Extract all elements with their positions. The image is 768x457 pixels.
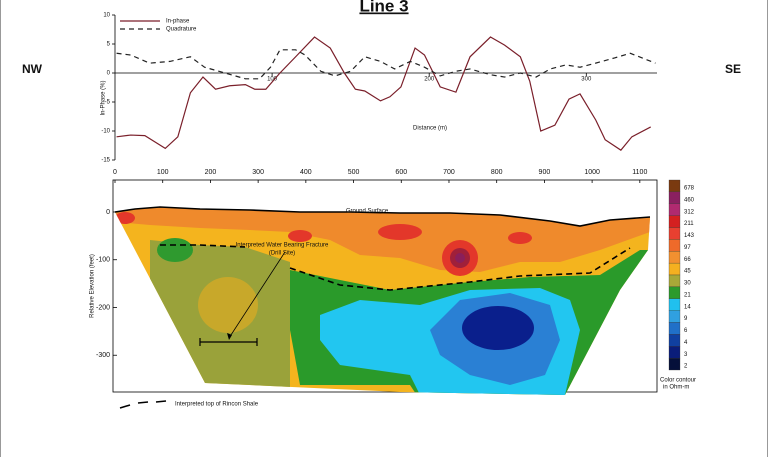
colorbar-cell (668, 239, 681, 252)
ground-surface-line (114, 206, 651, 227)
x-tick-label: 200 (205, 169, 217, 176)
y-tick-label: 5 (107, 42, 111, 48)
x-tick-label: 300 (252, 169, 264, 176)
nw-label: NW (22, 62, 43, 76)
colorbar-label: 460 (684, 197, 695, 203)
colorbar-cell (668, 262, 681, 276)
y-tick-label: 10 (103, 13, 110, 19)
colorbar-cell (668, 179, 681, 193)
annotation: Interpreted Water Bearing Fracture (236, 243, 329, 249)
x-tick-label: 1000 (584, 169, 600, 176)
y-tick-label: 0 (107, 71, 111, 77)
y-tick-label: -15 (101, 158, 110, 164)
colorbar-label: 312 (684, 209, 695, 215)
colorbar-cell (668, 203, 681, 216)
x-tick-label: 300 (581, 77, 592, 83)
y-tick-label: -200 (96, 304, 110, 311)
colorbar-label: 30 (684, 281, 691, 287)
colorbar-caption: in Ohm-m (663, 385, 689, 391)
colorbar-label: 2 (684, 364, 688, 370)
colorbar-cell (668, 310, 681, 323)
series-line (116, 36, 651, 151)
y-tick-label: -5 (105, 100, 111, 106)
y-tick-label: -10 (101, 129, 110, 135)
legend-text: Interpreted top of Rincon Shale (175, 402, 259, 408)
colorbar-cell (668, 357, 681, 371)
y-axis-label: Relative Elevation (feet) (90, 254, 96, 318)
colorbar-label: 4 (684, 340, 688, 346)
x-tick-label: 1100 (632, 169, 647, 176)
colorbar-cell (668, 227, 681, 240)
colorbar-label: 3 (684, 352, 688, 358)
colorbar-cell (668, 346, 681, 359)
colorbar-label: 678 (684, 186, 695, 192)
annotation: Ground Surface (346, 209, 389, 215)
colorbar-label: 14 (684, 304, 691, 310)
x-tick-label: 400 (300, 169, 312, 176)
colorbar-label: 66 (684, 257, 691, 263)
se-label: SE (725, 62, 741, 76)
y-tick-label: 0 (106, 209, 110, 216)
arrow-head (227, 333, 232, 340)
colorbar-cell (668, 251, 681, 264)
colorbar-cell (668, 322, 681, 335)
colorbar-label: 45 (684, 269, 691, 275)
x-tick-label: 700 (443, 169, 455, 176)
legend-label: In-phase (166, 19, 190, 25)
colorbar-label: 97 (684, 245, 691, 251)
x-tick-label: 200 (424, 77, 435, 83)
y-axis-label: In-Phase (%) (101, 80, 107, 115)
colorbar-label: 211 (684, 221, 694, 227)
title: Line 3 (359, 0, 408, 15)
colorbar-label: 143 (684, 233, 695, 239)
y-tick-label: -300 (96, 352, 110, 359)
colorbar-cell (668, 286, 681, 299)
colorbar-caption: Color contour (660, 378, 696, 384)
arrow (228, 251, 286, 339)
colorbar-label: 21 (684, 292, 691, 298)
colorbar-cell (668, 215, 681, 228)
colorbar-cell (668, 298, 681, 311)
x-tick-label: 500 (348, 169, 360, 176)
x-tick-label: 100 (267, 77, 278, 83)
x-tick-label: 0 (113, 169, 117, 176)
colorbar-cell (668, 334, 681, 347)
annotation: (Drill Site) (269, 251, 295, 257)
y-tick-label: -100 (96, 257, 110, 264)
colorbar-label: 6 (684, 328, 688, 334)
colorbar-label: 9 (684, 316, 688, 322)
fracture-bar (199, 338, 258, 346)
contour-fill (115, 207, 650, 395)
x-tick-label: 100 (157, 169, 169, 176)
shale-line (289, 247, 631, 291)
x-tick-label: 900 (539, 169, 551, 176)
shale-line (160, 244, 246, 248)
legend-label: Quadrature (166, 27, 197, 33)
legend-line (119, 400, 167, 409)
x-axis-label: Distance (m) (413, 126, 447, 132)
x-tick-label: 600 (395, 169, 407, 176)
colorbar-cell (668, 274, 681, 288)
series-line (116, 49, 656, 80)
colorbar-cell (668, 191, 681, 204)
x-tick-label: 800 (491, 169, 503, 176)
